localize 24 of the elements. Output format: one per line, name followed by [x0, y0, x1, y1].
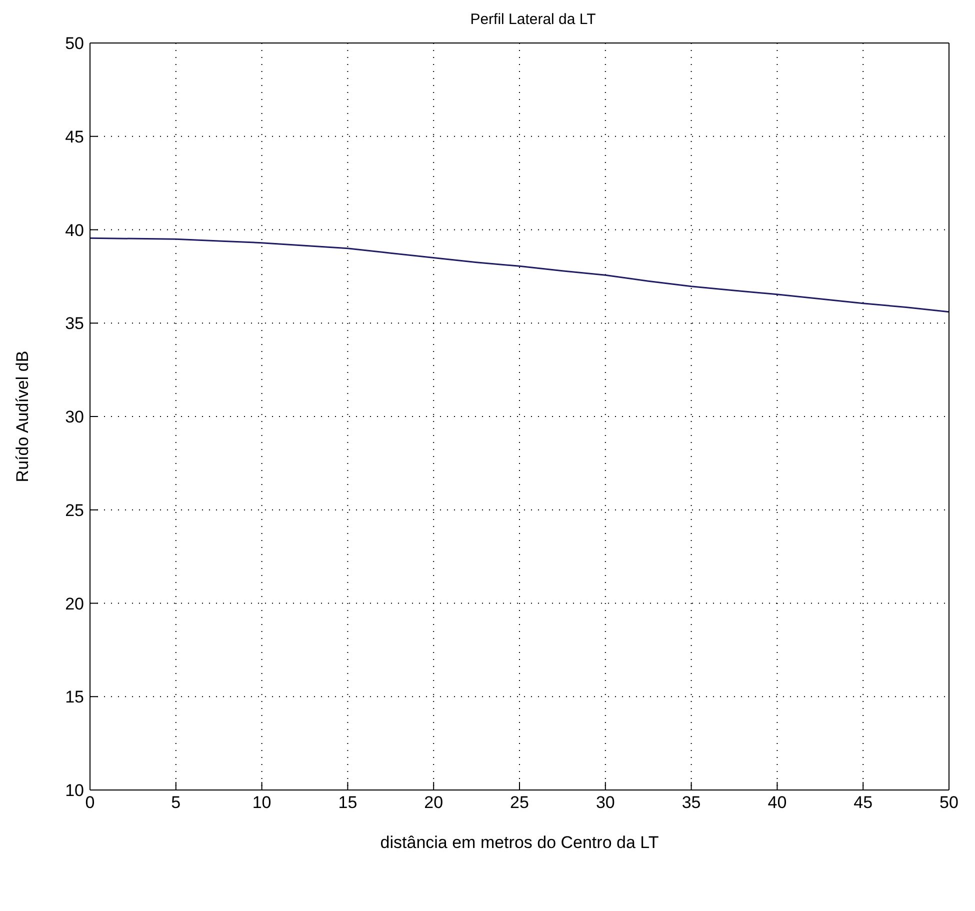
y-tick-label: 40: [65, 220, 84, 240]
x-tick-label: 50: [940, 793, 958, 812]
y-tick-label: 30: [65, 408, 84, 427]
x-tick-label: 35: [682, 793, 701, 812]
x-tick-label: 10: [252, 793, 272, 812]
x-tick-label: 40: [768, 793, 787, 812]
x-tick-label: 20: [424, 793, 444, 812]
x-axis-title: distância em metros do Centro da LT: [380, 833, 659, 852]
y-tick-label: 35: [65, 314, 84, 334]
y-axis-title: Ruído Audível dB: [13, 350, 32, 482]
y-tick-label: 15: [65, 688, 84, 707]
y-tick-label: 25: [65, 500, 84, 520]
y-tick-label: 20: [65, 594, 84, 614]
x-tick-label: 5: [171, 793, 181, 812]
x-tick-label: 25: [510, 793, 529, 812]
x-tick-label: 15: [338, 793, 358, 812]
y-tick-label: 10: [65, 781, 84, 800]
y-tick-label: 45: [65, 127, 84, 146]
x-tick-label: 0: [85, 793, 95, 812]
line-series: [90, 237, 949, 313]
y-tick-label: 50: [65, 34, 84, 54]
x-tick-label: 45: [854, 793, 873, 812]
chart-title: Perfil Lateral da LT: [469, 10, 597, 30]
x-tick-label: 30: [596, 793, 615, 812]
